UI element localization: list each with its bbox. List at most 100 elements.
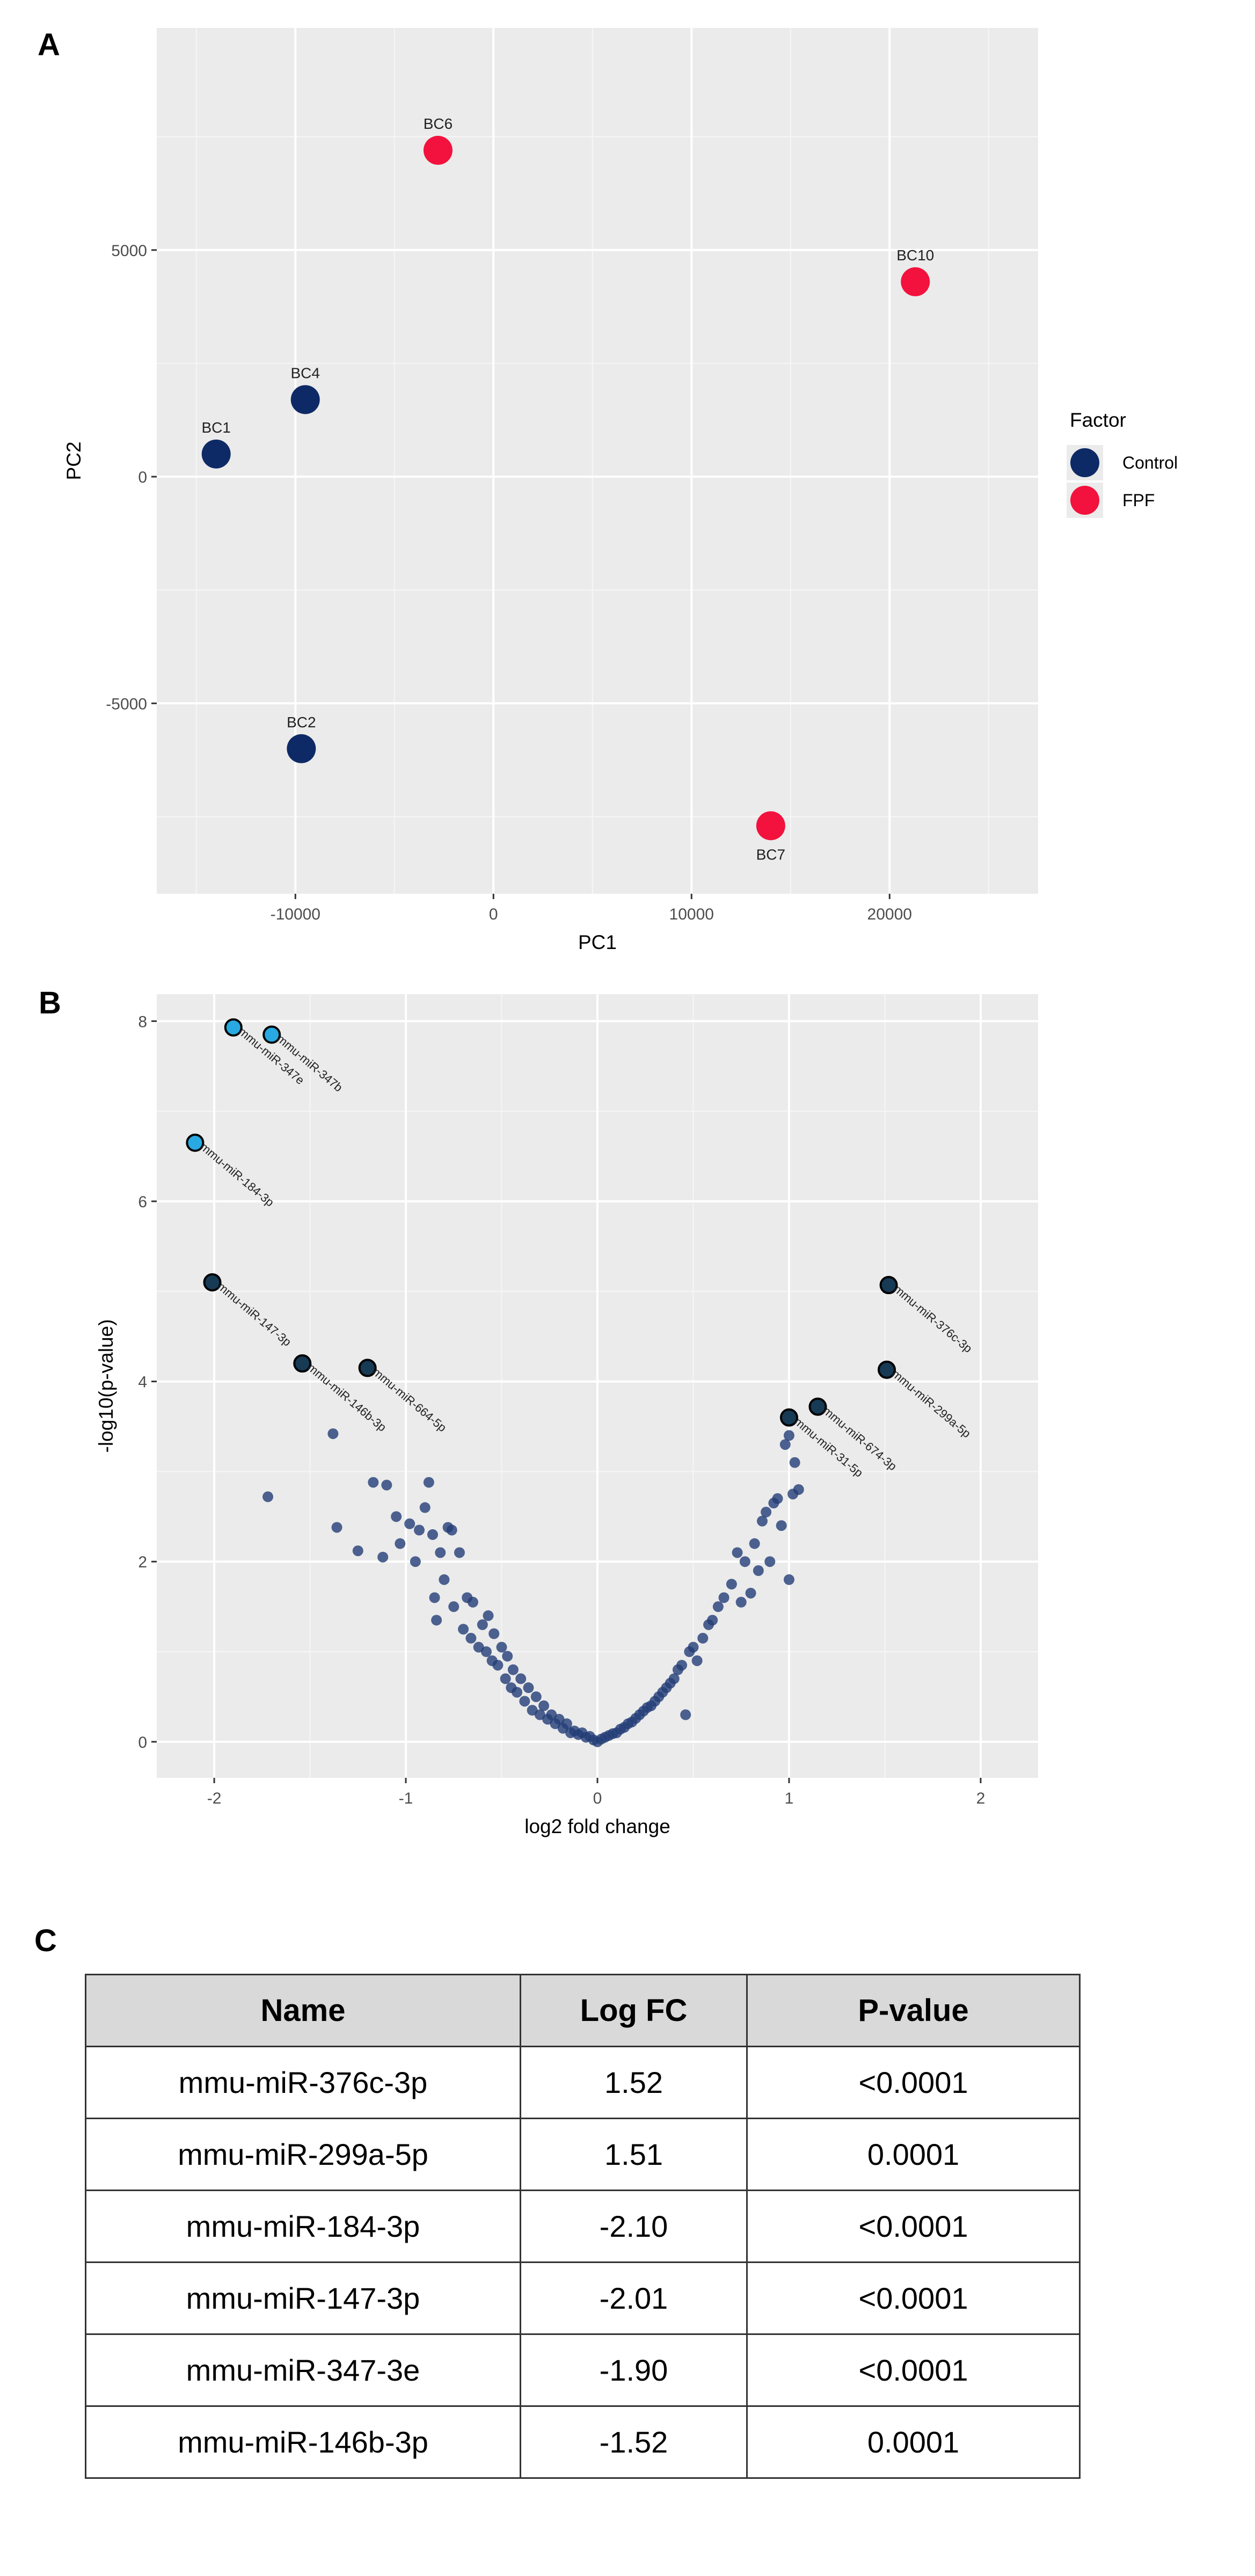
x-tick-label: -2: [207, 1790, 222, 1807]
volcano-point: [530, 1691, 542, 1702]
volcano-point: [512, 1687, 523, 1698]
volcano-point: [483, 1610, 494, 1621]
pca-point-label: BC6: [424, 115, 453, 132]
cell-pvalue: 0.0001: [746, 2118, 1081, 2191]
volcano-point: [519, 1696, 530, 1707]
cell-logfc: -2.10: [520, 2190, 748, 2263]
volcano-point: [429, 1592, 440, 1603]
x-tick-label: 1: [785, 1790, 794, 1807]
legend-key-fpf: [1070, 486, 1099, 515]
volcano-point: [395, 1538, 406, 1549]
volcano-point: [707, 1615, 718, 1626]
volcano-point: [381, 1479, 392, 1491]
cell-logfc: -2.01: [520, 2261, 748, 2335]
cell-logfc: 1.51: [520, 2118, 748, 2191]
panel-label-a: A: [38, 27, 60, 62]
header-name: Name: [85, 1974, 521, 2047]
volcano-point: [668, 1673, 680, 1684]
volcano-point: [764, 1556, 776, 1567]
volcano-point: [435, 1547, 446, 1558]
volcano-point: [515, 1673, 527, 1684]
volcano-point: [712, 1601, 724, 1612]
legend-label: FPF: [1122, 491, 1155, 510]
volcano-point: [772, 1493, 783, 1504]
volcano-point: [458, 1624, 469, 1635]
significant-point: [808, 1397, 827, 1416]
legend-title: Factor: [1070, 409, 1126, 431]
volcano-point: [465, 1632, 477, 1644]
significant-point: [779, 1408, 798, 1427]
pca-point-label: BC7: [756, 846, 785, 863]
volcano-point: [262, 1491, 274, 1502]
volcano-point: [761, 1506, 772, 1517]
y-axis-label: -log10(p-value): [95, 1319, 117, 1453]
table-row: mmu-miR-184-3p -2.10 <0.0001: [85, 2190, 1081, 2263]
volcano-point: [691, 1655, 703, 1666]
cell-logfc: -1.90: [520, 2333, 748, 2407]
volcano-chart: -2 -1 0 1 2 0 2 4 6 8 log2 fold change -log10(p-val…: [95, 994, 1038, 1837]
cell-name: mmu-miR-376c-3p: [85, 2046, 521, 2119]
cell-pvalue: <0.0001: [746, 2333, 1081, 2407]
volcano-point: [756, 1515, 768, 1527]
y-tick-label: 6: [138, 1193, 147, 1211]
volcano-point: [753, 1565, 764, 1577]
cell-name: mmu-miR-146b-3p: [85, 2405, 521, 2479]
x-tick-label: -10000: [271, 906, 320, 923]
y-axis-label: PC2: [63, 442, 85, 480]
volcano-point: [454, 1547, 465, 1558]
significant-point: [358, 1359, 377, 1377]
volcano-point: [793, 1484, 804, 1495]
volcano-point: [676, 1660, 688, 1671]
y-tick-label: 2: [138, 1553, 147, 1571]
pca-point-bc4: [290, 385, 320, 414]
volcano-point: [414, 1524, 425, 1536]
cell-pvalue: <0.0001: [746, 2261, 1081, 2335]
volcano-point: [735, 1596, 747, 1608]
pca-point-bc10: [901, 267, 930, 296]
x-axis-label: log2 fold change: [524, 1815, 670, 1837]
cell-pvalue: 0.0001: [746, 2405, 1081, 2479]
volcano-point: [680, 1709, 691, 1720]
volcano-point: [507, 1664, 519, 1675]
volcano-point: [718, 1592, 729, 1603]
volcano-point: [697, 1632, 709, 1644]
volcano-point: [327, 1428, 339, 1439]
table-row: mmu-miR-299a-5p 1.51 0.0001: [85, 2118, 1081, 2191]
volcano-point: [502, 1651, 513, 1662]
x-tick-label: 0: [593, 1790, 602, 1807]
panel-label-b: B: [39, 986, 61, 1020]
x-tick-label: -1: [399, 1790, 413, 1807]
volcano-point: [404, 1518, 415, 1529]
volcano-point: [538, 1700, 550, 1711]
volcano-point: [423, 1477, 434, 1488]
legend-key-control: [1070, 448, 1099, 477]
y-tick-label: 0: [138, 1734, 147, 1752]
cell-logfc: 1.52: [520, 2046, 748, 2119]
volcano-point: [419, 1502, 431, 1513]
volcano-point: [439, 1574, 450, 1585]
pca-point-bc6: [423, 136, 453, 165]
volcano-point: [467, 1596, 478, 1608]
y-tick-label: -5000: [106, 695, 147, 713]
volcano-point: [789, 1457, 800, 1468]
volcano-point: [779, 1439, 791, 1450]
volcano-point: [448, 1601, 459, 1612]
mirna-table: Name Log FC P-value mmu-miR-376c-3p 1.52…: [85, 1974, 1081, 2479]
pca-chart: -10000 0 10000 20000 -5000 0 5000 PC1 PC2 BC1 BC4 B…: [63, 28, 1178, 953]
volcano-point: [331, 1522, 342, 1533]
header-pvalue: P-value: [746, 1974, 1081, 2047]
x-tick-label: 0: [489, 906, 498, 923]
panel-label-c: C: [34, 1923, 57, 1958]
volcano-point: [431, 1615, 442, 1626]
significant-point: [878, 1360, 896, 1379]
cell-pvalue: <0.0001: [746, 2190, 1081, 2263]
volcano-point: [739, 1556, 750, 1567]
cell-name: mmu-miR-299a-5p: [85, 2118, 521, 2191]
volcano-point: [427, 1529, 439, 1540]
volcano-point: [561, 1718, 572, 1730]
volcano-point: [745, 1587, 756, 1599]
volcano-point: [732, 1547, 743, 1558]
volcano-point: [368, 1477, 379, 1488]
table-header-row: Name Log FC P-value: [85, 1974, 1081, 2047]
pca-point-label: BC2: [287, 714, 316, 731]
